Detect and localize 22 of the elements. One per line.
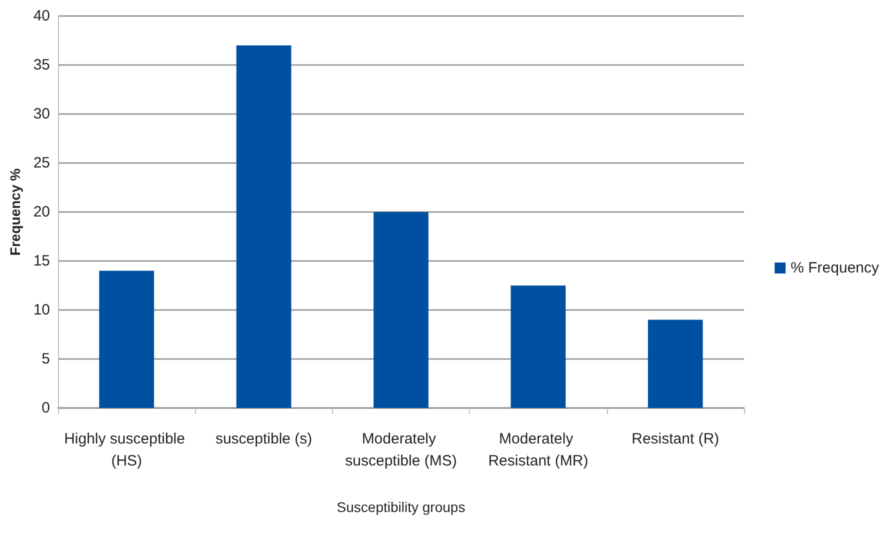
y-tick-label: 10 <box>33 302 50 318</box>
x-tick-label: susceptible (s) <box>215 430 312 448</box>
bar <box>236 45 292 408</box>
x-axis-title: Susceptibility groups <box>336 499 466 515</box>
bar <box>374 212 428 408</box>
bar <box>648 320 703 408</box>
x-tick-label: Moderately susceptible (MS) <box>345 430 457 470</box>
x-tick-label: Resistant (R) <box>632 430 720 448</box>
y-tick-label: 25 <box>33 154 50 172</box>
y-tick-label: 5 <box>42 350 50 368</box>
x-tick-label: Highly susceptible (HS) <box>64 430 190 470</box>
bar <box>510 286 566 408</box>
y-tick-label: 40 <box>33 8 50 24</box>
legend-label: % Frequency <box>790 260 880 276</box>
bar <box>99 270 154 408</box>
y-tick-label: 30 <box>33 106 50 122</box>
y-axis-title: Frequency % <box>7 168 23 256</box>
y-tick-label: 35 <box>33 56 50 74</box>
y-tick-label: 0 <box>42 400 50 416</box>
y-tick-label: 15 <box>33 252 50 270</box>
y-tick-label: 20 <box>33 204 50 220</box>
x-tick-label: Moderately Resistant (MR) <box>488 430 588 470</box>
